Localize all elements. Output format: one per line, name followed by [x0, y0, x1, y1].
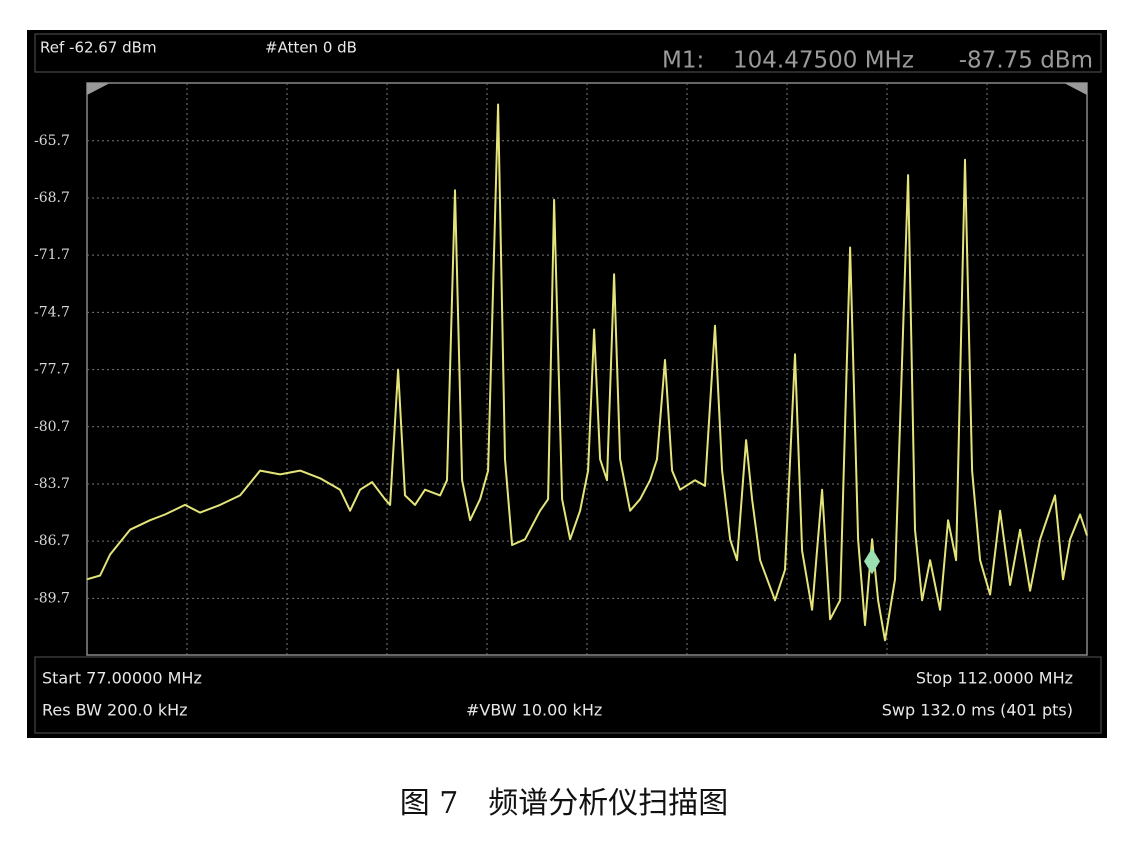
header-frame: [34, 33, 1102, 73]
stop-frequency: Stop 112.0000 MHz: [916, 669, 1073, 688]
y-tick-label: -83.7: [34, 476, 70, 492]
resolution-bandwidth: Res BW 200.0 kHz: [42, 701, 188, 720]
corner-mark: [1064, 83, 1087, 95]
attenuation: #Atten 0 dB: [265, 39, 357, 57]
ref-level: Ref -62.67 dBm: [40, 39, 157, 57]
corner-mark: [87, 83, 110, 95]
y-tick-label: -68.7: [34, 190, 70, 206]
marker-frequency: 104.47500 MHz: [733, 48, 914, 74]
marker-level: -87.75 dBm: [959, 48, 1093, 74]
trace: [86, 103, 1088, 642]
y-tick-label: -89.7: [34, 590, 70, 606]
start-frequency: Start 77.00000 MHz: [42, 669, 202, 688]
video-bandwidth: #VBW 10.00 kHz: [466, 701, 602, 720]
sweep-info: Swp 132.0 ms (401 pts): [882, 701, 1073, 720]
y-tick-label: -74.7: [34, 304, 70, 320]
y-tick-label: -65.7: [34, 133, 70, 149]
y-tick-label: -71.7: [34, 247, 70, 263]
caption: 图 7 频谱分析仪扫描图: [400, 786, 729, 821]
y-tick-label: -80.7: [34, 419, 70, 435]
screen: [27, 30, 1107, 738]
y-tick-label: -86.7: [34, 533, 70, 549]
footer-frame: [34, 656, 1102, 734]
marker-label: M1:: [662, 48, 704, 74]
marker: [864, 548, 880, 575]
y-tick-label: -77.7: [34, 362, 70, 378]
